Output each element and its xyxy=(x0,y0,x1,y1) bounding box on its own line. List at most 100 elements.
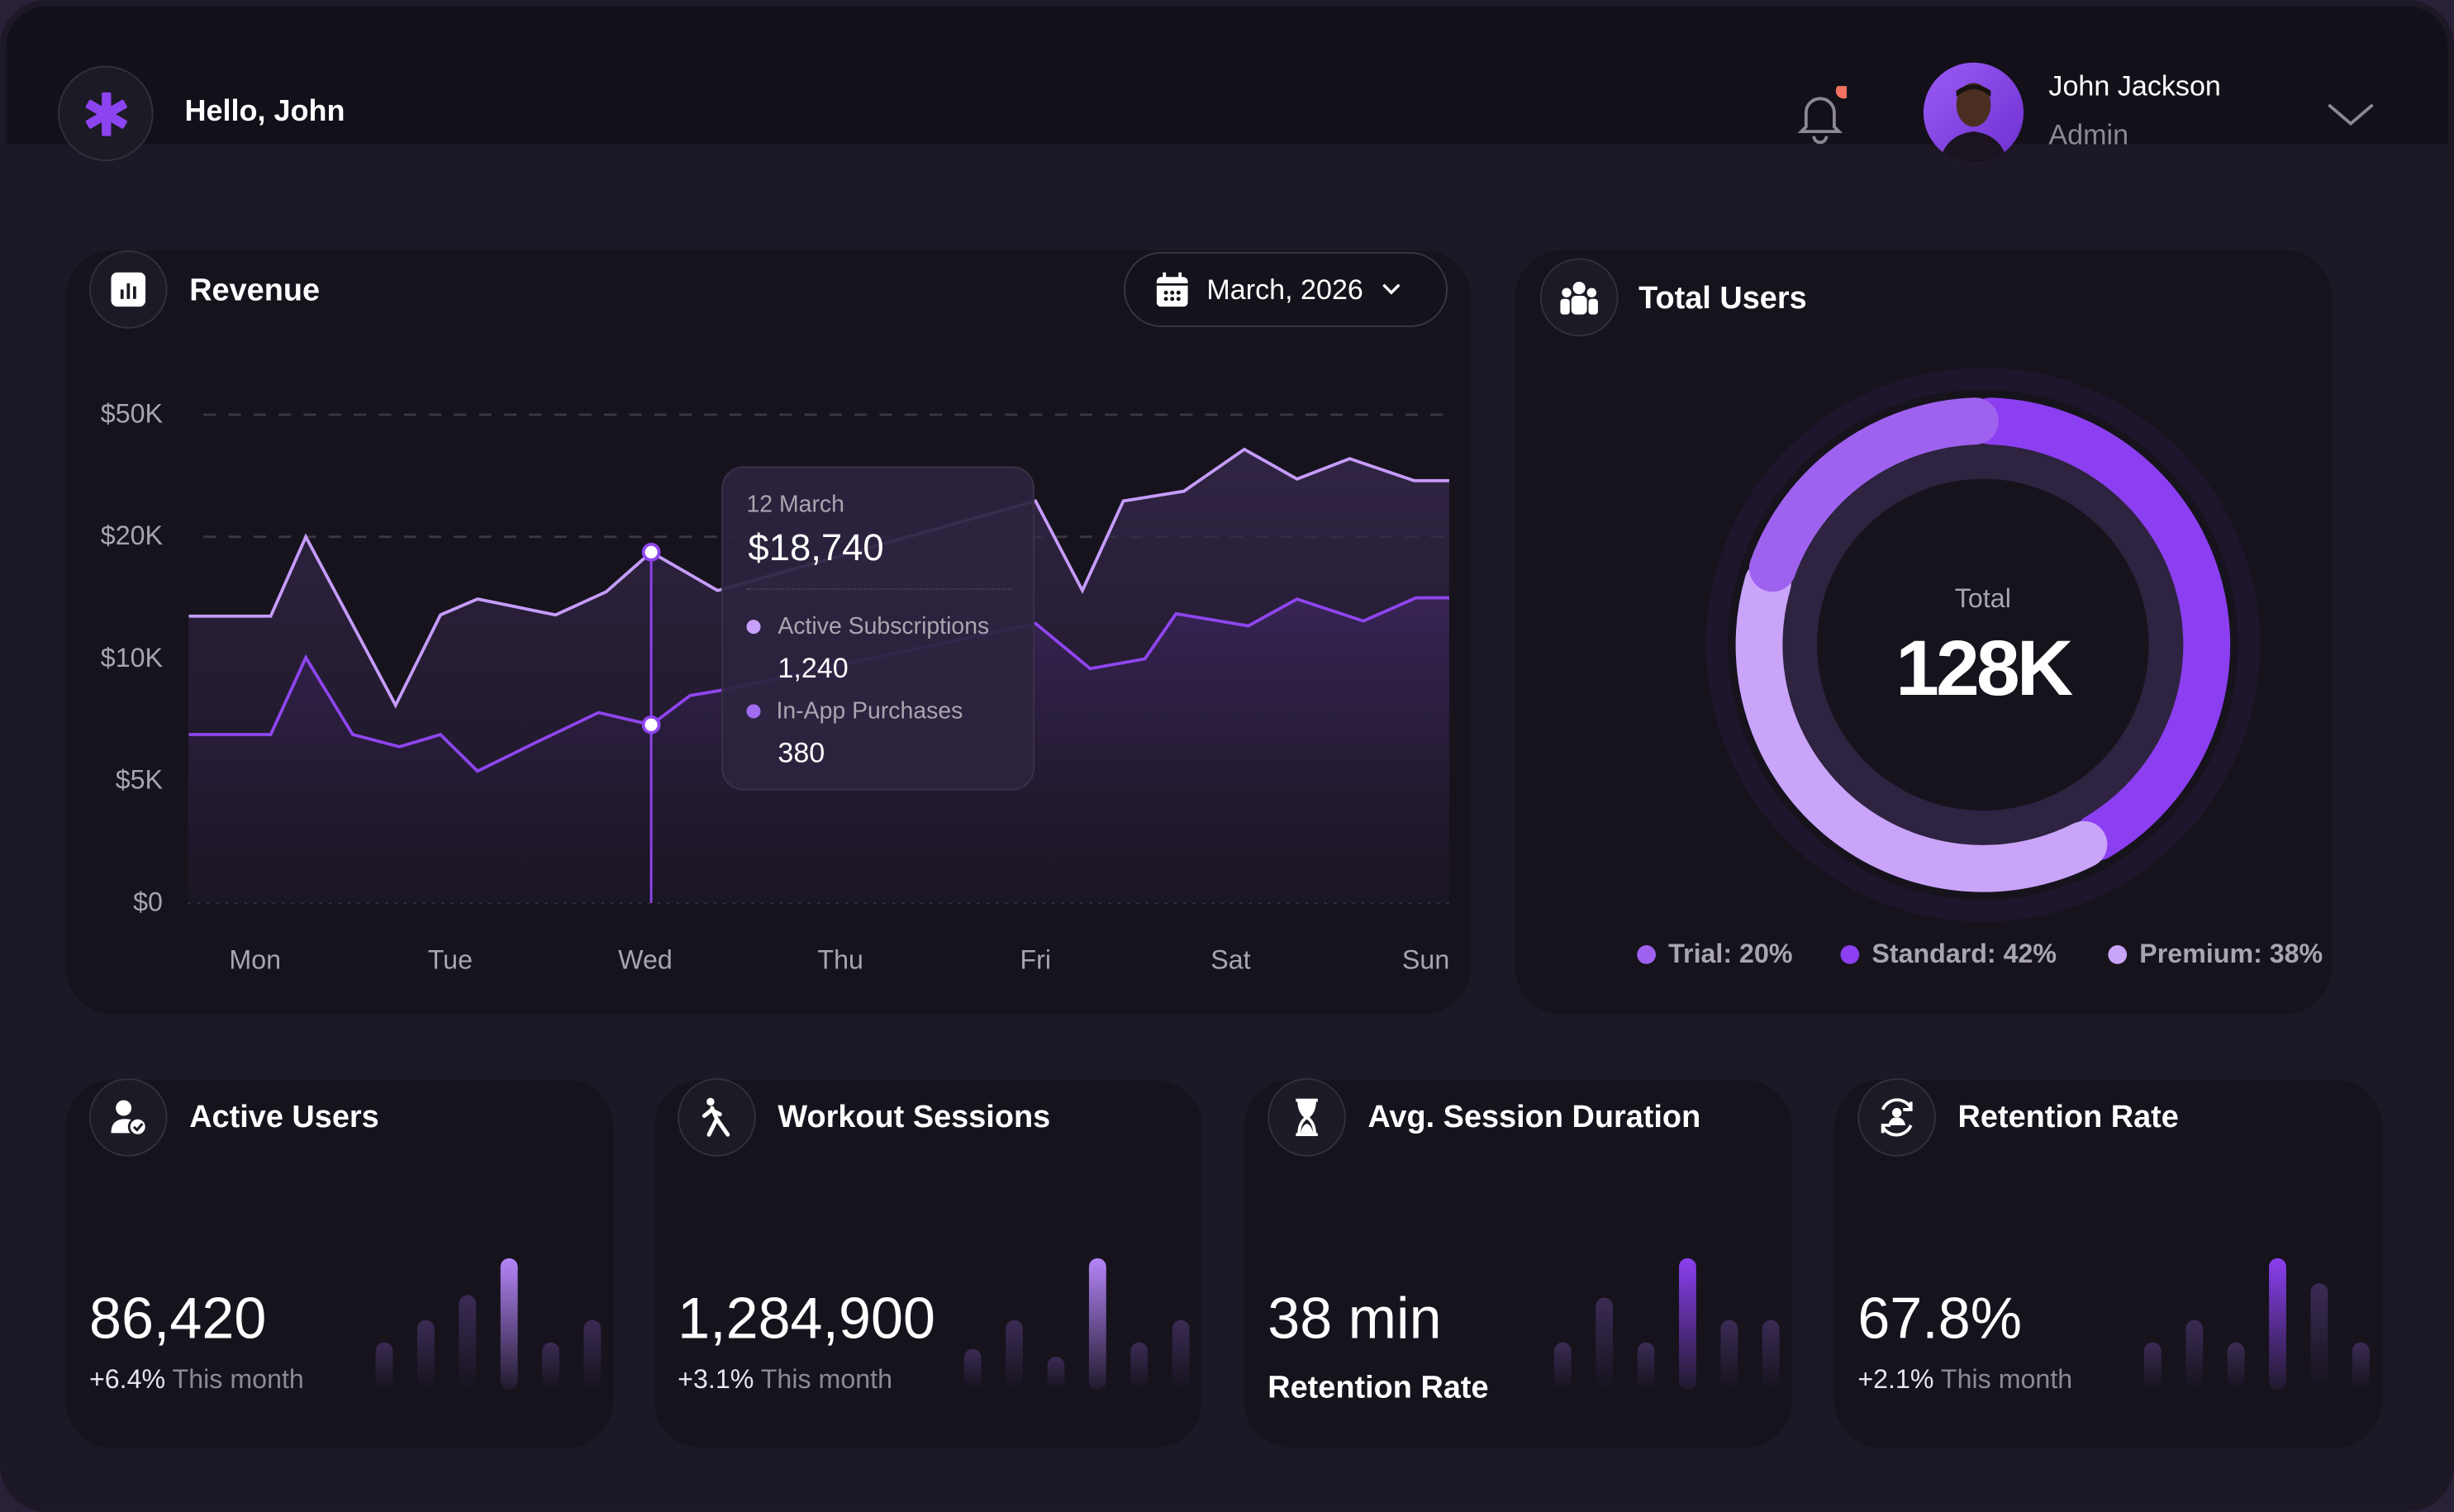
x-tick-label: Thu xyxy=(817,945,863,976)
tooltip-item-value: 380 xyxy=(778,737,825,769)
mini-bar xyxy=(459,1295,477,1390)
total-users-title: Total Users xyxy=(1638,281,1807,316)
running-icon xyxy=(700,1097,735,1138)
legend-label: Trial: 20% xyxy=(1668,939,1793,969)
mini-bar xyxy=(542,1342,559,1390)
stat-mini-bars xyxy=(1553,1258,1780,1390)
legend-item: Trial: 20% xyxy=(1637,939,1792,970)
mini-bar xyxy=(1172,1319,1190,1390)
stat-value: 38 min xyxy=(1267,1286,1442,1351)
logo-button[interactable] xyxy=(58,65,154,162)
tooltip-total: $18,740 xyxy=(748,527,884,570)
highlight-point[interactable] xyxy=(641,542,661,562)
legend-label: Standard: 42% xyxy=(1871,939,2057,969)
donut-glow xyxy=(1705,368,2261,922)
stat-change: +2.1% xyxy=(1857,1364,1934,1395)
avatar-image xyxy=(1938,83,2009,163)
stat-subtitle: Retention Rate xyxy=(1267,1371,1489,1405)
chevron-down-icon xyxy=(1382,283,1401,295)
stat-change: +6.4% xyxy=(88,1364,166,1395)
legend-item: Standard: 42% xyxy=(1840,939,2057,970)
donut-center-value: 128K xyxy=(1895,624,2073,712)
mini-bar xyxy=(1637,1342,1655,1390)
greeting: Hello, John xyxy=(184,95,345,129)
series-line xyxy=(188,596,1449,773)
y-tick-label: $0 xyxy=(133,887,163,917)
stat-icon-badge xyxy=(1267,1078,1346,1157)
mini-bar xyxy=(963,1348,982,1390)
tooltip-divider xyxy=(746,588,1013,591)
mini-bar xyxy=(1130,1342,1149,1390)
legend-label: Premium: 38% xyxy=(2139,939,2323,969)
mini-bar xyxy=(1006,1319,1024,1390)
user-name: John Jackson xyxy=(2048,70,2221,102)
donut-track xyxy=(1770,431,2196,858)
mini-bar xyxy=(1047,1357,1065,1390)
user-check-icon xyxy=(110,1099,148,1137)
revenue-title: Revenue xyxy=(189,273,321,309)
y-tick-label: $20K xyxy=(100,521,163,551)
mini-bar xyxy=(583,1319,602,1390)
user-menu-button[interactable] xyxy=(2326,100,2376,136)
x-tick-label: Tue xyxy=(427,945,473,976)
tooltip-item-label: Active Subscriptions xyxy=(778,613,990,640)
stat-title: Retention Rate xyxy=(1957,1100,2179,1135)
legend-dot xyxy=(2108,945,2128,964)
tooltip-date: 12 March xyxy=(746,491,844,518)
mini-bar xyxy=(416,1319,435,1390)
top-bar xyxy=(6,6,2448,145)
chart-tooltip: 12 March $18,740 Active Subscriptions 1,… xyxy=(721,466,1035,791)
stat-mini-bars xyxy=(2143,1258,2370,1390)
stat-change: +3.1% xyxy=(678,1364,754,1395)
users-donut-chart xyxy=(1705,368,2261,922)
legend-dot xyxy=(1637,945,1656,964)
mini-bar xyxy=(1088,1258,1106,1390)
tooltip-item-label: In-App Purchases xyxy=(776,697,963,725)
mini-bar xyxy=(1553,1342,1572,1390)
stat-period: This month xyxy=(172,1364,304,1395)
y-tick-label: $5K xyxy=(115,765,163,796)
revenue-icon-badge xyxy=(88,250,168,329)
series-dot-subscriptions xyxy=(746,620,761,635)
mini-bar xyxy=(2310,1283,2328,1390)
mini-bar xyxy=(1596,1297,1614,1390)
donut-center-label: Total xyxy=(1954,583,2011,614)
date-filter-value: March, 2026 xyxy=(1206,273,1363,305)
y-tick-label: $10K xyxy=(100,643,163,673)
date-filter-dropdown[interactable]: March, 2026 xyxy=(1123,251,1448,327)
user-role: Admin xyxy=(2048,118,2129,150)
stat-value: 86,420 xyxy=(88,1286,267,1351)
asterisk-icon xyxy=(84,91,126,136)
stat-value: 1,284,900 xyxy=(678,1286,935,1351)
mini-bar xyxy=(2352,1342,2370,1390)
stat-period: This month xyxy=(760,1364,893,1395)
donut-segment-standard[interactable] xyxy=(1967,397,2231,861)
x-tick-label: Sun xyxy=(1401,945,1450,976)
donut-segment-premium[interactable] xyxy=(1735,559,2108,892)
mini-bar xyxy=(375,1342,393,1390)
stat-mini-bars xyxy=(963,1258,1190,1390)
series-dot-purchases xyxy=(746,704,761,719)
y-tick-label: $50K xyxy=(100,399,163,429)
x-tick-label: Wed xyxy=(618,945,673,976)
user-refresh-icon xyxy=(1876,1097,1917,1138)
users-group-icon xyxy=(1560,281,1598,315)
mini-bar xyxy=(2269,1258,2286,1390)
tooltip-item-value: 1,240 xyxy=(778,652,849,684)
legend-dot xyxy=(1840,945,1860,964)
mini-bar xyxy=(1679,1258,1696,1390)
hourglass-icon xyxy=(1294,1098,1319,1137)
donut-segment-trial[interactable] xyxy=(1748,397,1999,592)
avatar[interactable] xyxy=(1923,62,2024,163)
calendar-icon xyxy=(1156,272,1188,307)
stat-mini-bars xyxy=(375,1258,602,1390)
stat-title: Active Users xyxy=(189,1100,379,1135)
mini-bar xyxy=(2227,1342,2245,1390)
stat-icon-badge xyxy=(678,1078,756,1157)
mini-bar xyxy=(500,1258,518,1390)
highlight-point[interactable] xyxy=(641,715,661,735)
chevron-down-icon xyxy=(2328,103,2374,126)
stat-value: 67.8% xyxy=(1857,1286,2023,1351)
